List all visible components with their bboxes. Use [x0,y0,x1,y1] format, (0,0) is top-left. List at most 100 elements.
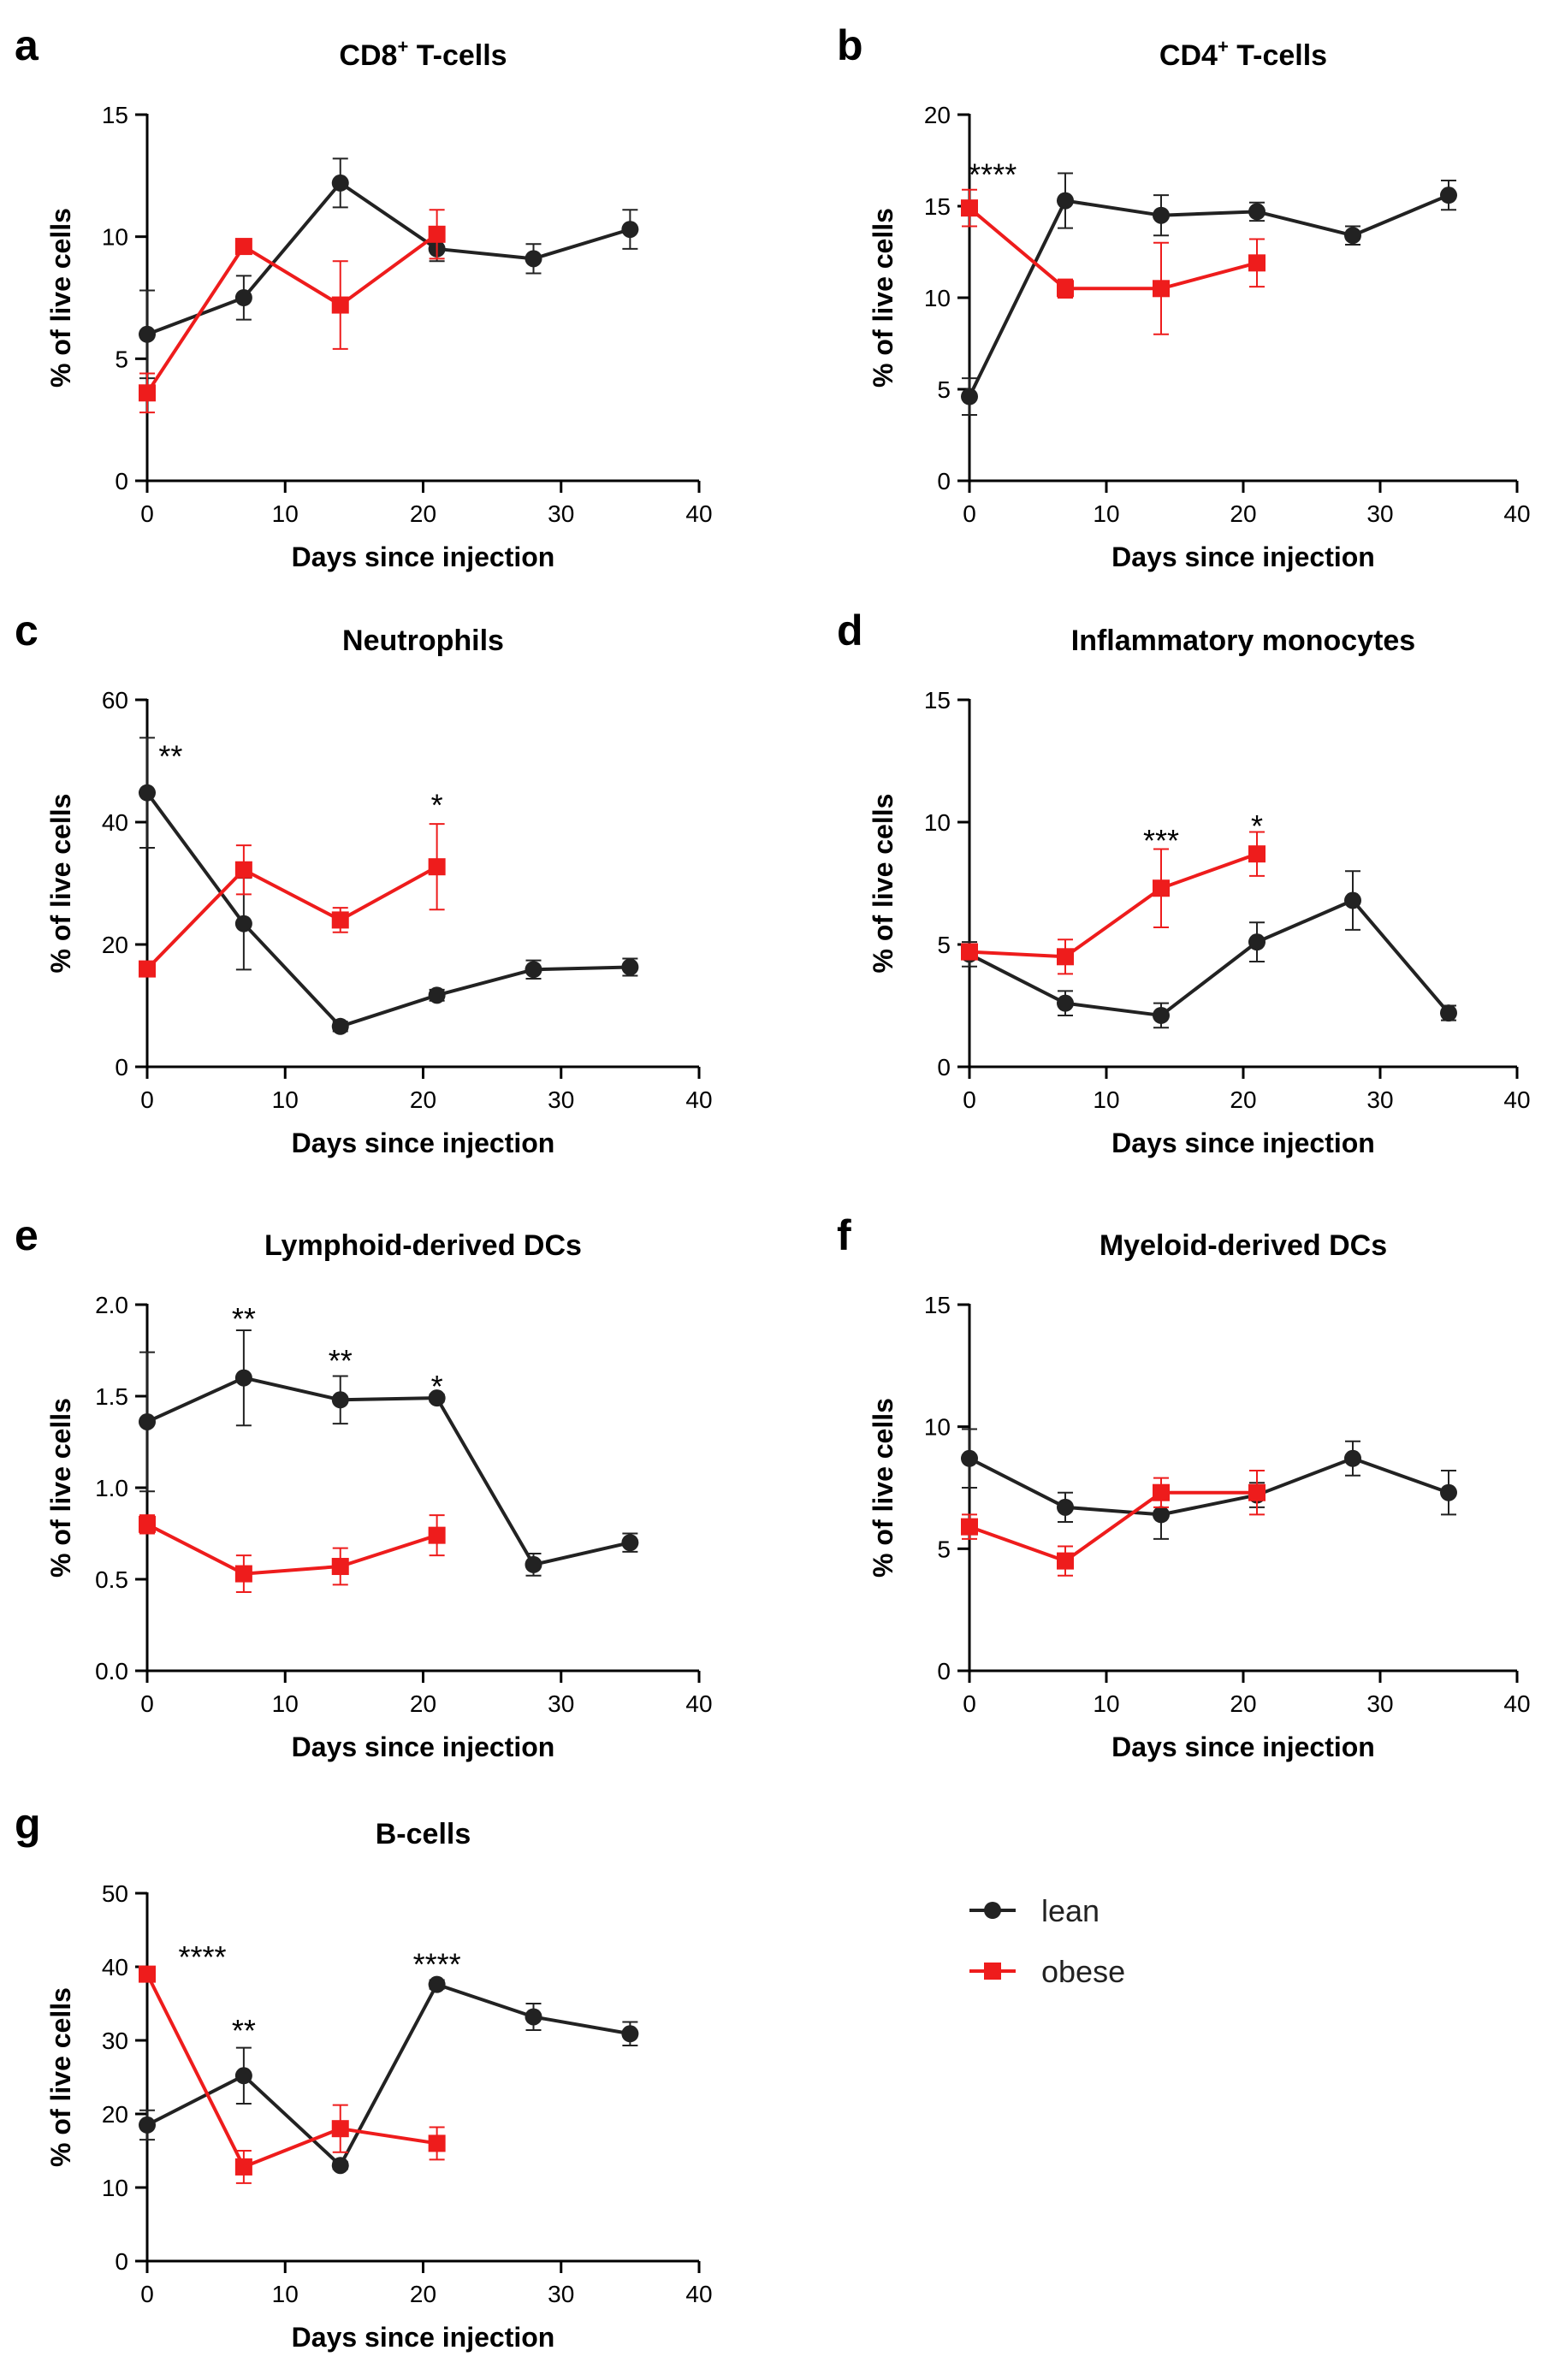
chart-6-x-tick-label-0: 0 [140,2281,154,2307]
chart-0-line-obese [145,233,438,394]
chart-1-line-obese [968,206,1258,291]
chart-2-panel-letter: c [15,607,39,654]
chart-0-x-tick-label-3: 30 [548,500,574,527]
chart-4-point-lean-1 [234,1369,252,1387]
chart-4-line-lean [146,1376,631,1566]
chart-0-point-obese-3 [428,225,446,243]
chart-6-y-tick-label-5: 50 [102,1880,128,1907]
chart-5-x-tick-label-0: 0 [963,1690,976,1717]
chart-1-y-tick-label-3: 15 [924,193,951,220]
chart-2-point-lean-5 [621,958,639,976]
chart-4-x-tick-label-0: 0 [140,1690,154,1717]
chart-0-title: CD8+ T-cells [339,36,507,72]
chart-0-point-obese-0 [139,384,156,402]
chart-4-point-lean-4 [525,1555,542,1573]
chart-2-x-tick-label-2: 20 [410,1086,436,1113]
chart-5-line-lean [969,1456,1449,1517]
chart-0-y-tick-label-2: 10 [102,224,128,251]
chart-6-point-lean-1 [234,2067,252,2085]
chart-2-y-tick-label-2: 40 [102,809,128,836]
chart-1-panel-b: b CD4+ T-cells 0 5 10 15 20 0 10 20 30 40 Days since… [837,21,1531,572]
chart-1-point-lean-0 [961,388,978,406]
chart-5-panel-letter: f [837,1211,851,1259]
chart-0-title-main: CD8 [339,39,397,72]
chart-3-line-lean [969,898,1450,1017]
chart-1-point-obese-2 [1153,280,1170,298]
chart-4-y-tick-label-3: 1.5 [95,1383,128,1410]
chart-2-x-axis-title: Days since injection [292,1128,555,1158]
chart-5-y-tick-label-3: 15 [924,1292,951,1318]
chart-0-series-lean [139,157,639,380]
chart-5-series-obese [961,1470,1266,1577]
chart-1-significance-0: **** [969,157,1017,192]
chart-6-y-tick-label-2: 20 [102,2101,128,2128]
chart-0-title-suffix: T-cells [408,39,507,72]
chart-1-x-tick-label-2: 20 [1230,500,1256,527]
chart-3-line-obese [969,852,1258,959]
chart-2-point-lean-4 [525,961,542,979]
chart-4-significance-0: ** [232,1301,256,1336]
chart-1-y-axis-title: % of live cells [868,208,898,388]
chart-4-y-tick-label-4: 2.0 [95,1292,128,1318]
chart-0-point-lean-5 [621,221,639,239]
chart-2-title: Neutrophils [342,625,504,657]
chart-0-x-tick-label-2: 20 [410,500,436,527]
chart-2-y-axis-title: % of live cells [45,794,76,974]
chart-1-title-superscript: + [1218,36,1229,57]
chart-0-point-lean-1 [234,289,252,306]
chart-2-x-tick-label-0: 0 [140,1086,154,1113]
chart-3-y-tick-label-0: 0 [937,1054,951,1080]
chart-1-title-main: CD4 [1159,39,1218,72]
chart-5-point-obese-0 [961,1518,978,1536]
chart-6-significance-2: **** [413,1947,461,1982]
chart-2-point-lean-1 [234,915,252,932]
chart-1-point-lean-5 [1440,186,1457,204]
chart-3-point-obese-0 [961,943,978,961]
chart-3-y-axis-title: % of live cells [868,794,898,974]
chart-0-panel-a: a CD8+ T-cells 0 5 10 15 0 10 20 30 40 Days since i… [15,21,713,572]
chart-1-point-obese-1 [1057,280,1074,298]
legend: lean obese [969,1893,1125,1989]
chart-6-panel-letter: g [15,1800,41,1848]
chart-5-series-lean [961,1428,1457,1540]
chart-3-point-lean-1 [1057,994,1074,1012]
chart-3-panel-letter: d [837,607,863,654]
chart-1-point-lean-1 [1057,192,1074,210]
chart-6-y-axis-title: % of live cells [45,1987,76,2167]
chart-6-y-tick-label-3: 30 [102,2028,128,2054]
chart-6-y-tick-label-0: 0 [115,2248,128,2275]
chart-3-y-tick-label-1: 5 [937,932,951,958]
chart-5-point-obese-1 [1057,1552,1074,1570]
chart-2-point-lean-0 [139,784,156,802]
chart-5-x-axis-title: Days since injection [1111,1732,1375,1762]
chart-6-point-lean-3 [428,1975,446,1993]
chart-6-point-lean-5 [621,2025,639,2043]
chart-4-line-obese [146,1523,438,1576]
chart-6-point-lean-0 [139,2116,156,2134]
chart-4-x-tick-label-2: 20 [410,1690,436,1717]
chart-6-y-tick-label-1: 10 [102,2175,128,2201]
chart-2-y-tick-label-0: 0 [115,1054,128,1080]
chart-1-x-axis-title: Days since injection [1111,542,1375,572]
chart-4-panel-letter: e [15,1211,39,1259]
chart-4-point-obese-1 [234,1565,252,1583]
chart-4-significance-2: * [431,1369,443,1404]
chart-1-x-tick-label-3: 30 [1366,500,1393,527]
chart-4-series-lean [139,1329,639,1577]
chart-2-x-tick-label-3: 30 [548,1086,574,1113]
chart-5-point-lean-1 [1057,1498,1074,1516]
chart-5-y-tick-label-0: 0 [937,1658,951,1684]
chart-0-y-tick-label-1: 5 [115,346,128,372]
chart-4-series-obese [139,1514,446,1593]
chart-4-point-obese-0 [139,1515,156,1533]
chart-6-line-lean [146,1982,631,2168]
chart-6-significance-1: ** [232,2013,256,2048]
chart-0-x-axis-title: Days since injection [292,542,555,572]
chart-3-x-tick-label-4: 40 [1503,1086,1530,1113]
chart-3-point-obese-2 [1153,879,1170,897]
chart-4-point-obese-3 [428,1526,446,1544]
chart-4-point-lean-0 [139,1412,156,1430]
chart-3-x-tick-label-3: 30 [1366,1086,1393,1113]
chart-5-panel-f: f Myeloid-derived DCs 0 5 10 15 0 10 20 30 40 Days … [837,1211,1531,1762]
